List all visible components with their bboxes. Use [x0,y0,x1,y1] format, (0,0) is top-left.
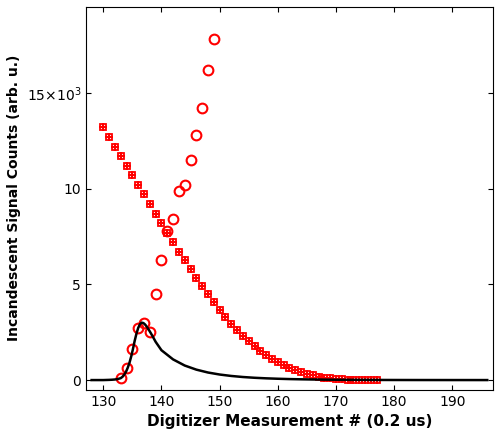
Y-axis label: Incandescent Signal Counts (arb. u.): Incandescent Signal Counts (arb. u.) [7,55,21,341]
X-axis label: Digitizer Measurement # (0.2 us): Digitizer Measurement # (0.2 us) [146,414,432,429]
